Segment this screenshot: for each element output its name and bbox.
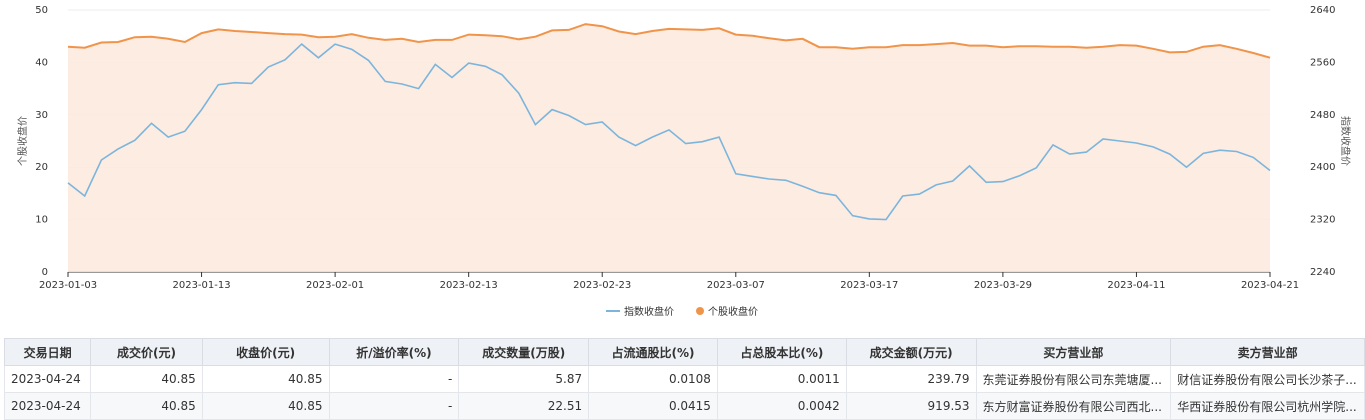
cell-amount: 919.53 [845,392,977,420]
y-right-tick-label: 2320 [1310,215,1335,226]
legend-stock-marker [696,307,704,315]
cell-trade-date: 2023-04-24 [3,392,92,420]
header-amount: 成交金额(万元) [845,338,977,366]
index-close-line [67,43,1271,221]
cell-premium-rate: - [328,365,460,393]
y-right-tick-label: 2480 [1310,110,1335,121]
y-right-axis-title: 指数收盘价 [1339,116,1352,166]
cell-close-price: 40.85 [201,392,330,420]
x-tick-label: 2023-03-29 [974,280,1032,291]
y-right-tick-label: 2640 [1310,5,1335,16]
cell-close-price: 40.85 [201,365,330,393]
cell-total-ratio: 0.0042 [716,392,847,420]
cell-buyer[interactable]: 东莞证券股份有限公司东莞塘厦... [975,365,1172,393]
cell-float-ratio: 0.0108 [588,365,718,393]
y-left-tick-label: 30 [35,110,48,121]
y-right-tick-label: 2240 [1310,267,1335,278]
cell-seller[interactable]: 华西证券股份有限公司杭州学院... [1170,392,1365,420]
cell-buyer[interactable]: 东方财富证券股份有限公司西北... [975,392,1172,420]
table-row: 2023-04-24 40.85 40.85 - 5.87 0.0108 0.0… [3,365,1365,393]
cell-trade-price: 40.85 [90,365,203,393]
x-tick-label: 2023-02-13 [440,280,498,291]
legend-stock-label: 个股收盘价 [708,305,758,318]
legend-index-label: 指数收盘价 [624,305,674,318]
header-trade-date: 交易日期 [3,338,92,366]
header-float-ratio: 占流通股比(%) [588,338,718,366]
cell-seller[interactable]: 财信证券股份有限公司长沙茶子... [1170,365,1365,393]
cell-volume: 5.87 [458,365,590,393]
header-premium-rate: 折/溢价率(%) [328,338,460,366]
y-right-tick-label: 2400 [1310,162,1335,173]
cell-premium-rate: - [328,392,460,420]
y-left-axis-title: 个股收盘价 [16,116,29,166]
cell-volume: 22.51 [458,392,590,420]
cell-total-ratio: 0.0011 [716,365,847,393]
stock-area-fill [68,24,1270,272]
chart-canvas: 0 10 20 30 40 50 2240 2320 2400 2480 2560 2640 2023-… [16,5,1352,318]
x-tick-label: 2023-02-01 [306,280,364,291]
y-right-tick-label: 2560 [1310,57,1335,68]
y-left-tick-label: 10 [35,215,48,226]
table-header-row: 交易日期 成交价(元) 收盘价(元) 折/溢价率(%) 成交数量(万股) 占流通… [3,338,1365,366]
header-trade-price: 成交价(元) [90,338,203,366]
x-tick-label: 2023-04-11 [1107,280,1165,291]
header-seller: 卖方营业部 [1170,338,1365,366]
table-row: 2023-04-24 40.85 40.85 - 22.51 0.0415 0.… [3,392,1365,420]
y-left-tick-label: 20 [35,162,48,173]
y-left-tick-label: 50 [35,5,48,16]
x-tick-label: 2023-01-13 [172,280,230,291]
cell-trade-date: 2023-04-24 [3,365,92,393]
price-comparison-chart: 0 10 20 30 40 50 2240 2320 2400 2480 2560 2640 2023-… [16,5,1352,318]
x-tick-label: 2023-04-21 [1241,280,1299,291]
header-volume: 成交数量(万股) [458,338,590,366]
cell-amount: 239.79 [845,365,977,393]
cell-float-ratio: 0.0415 [588,392,718,420]
header-total-ratio: 占总股本比(%) [716,338,847,366]
x-tick-label: 2023-03-17 [840,280,898,291]
y-left-tick-label: 40 [35,57,48,68]
x-tick-label: 2023-01-03 [39,280,97,291]
y-left-tick-label: 0 [42,267,48,278]
block-trade-table: 交易日期 成交价(元) 收盘价(元) 折/溢价率(%) 成交数量(万股) 占流通… [3,338,1365,420]
header-close-price: 收盘价(元) [201,338,330,366]
header-buyer: 买方营业部 [975,338,1172,366]
cell-trade-price: 40.85 [90,392,203,420]
x-tick-label: 2023-03-07 [707,280,765,291]
x-tick-label: 2023-02-23 [573,280,631,291]
stock-close-line [67,23,1271,59]
